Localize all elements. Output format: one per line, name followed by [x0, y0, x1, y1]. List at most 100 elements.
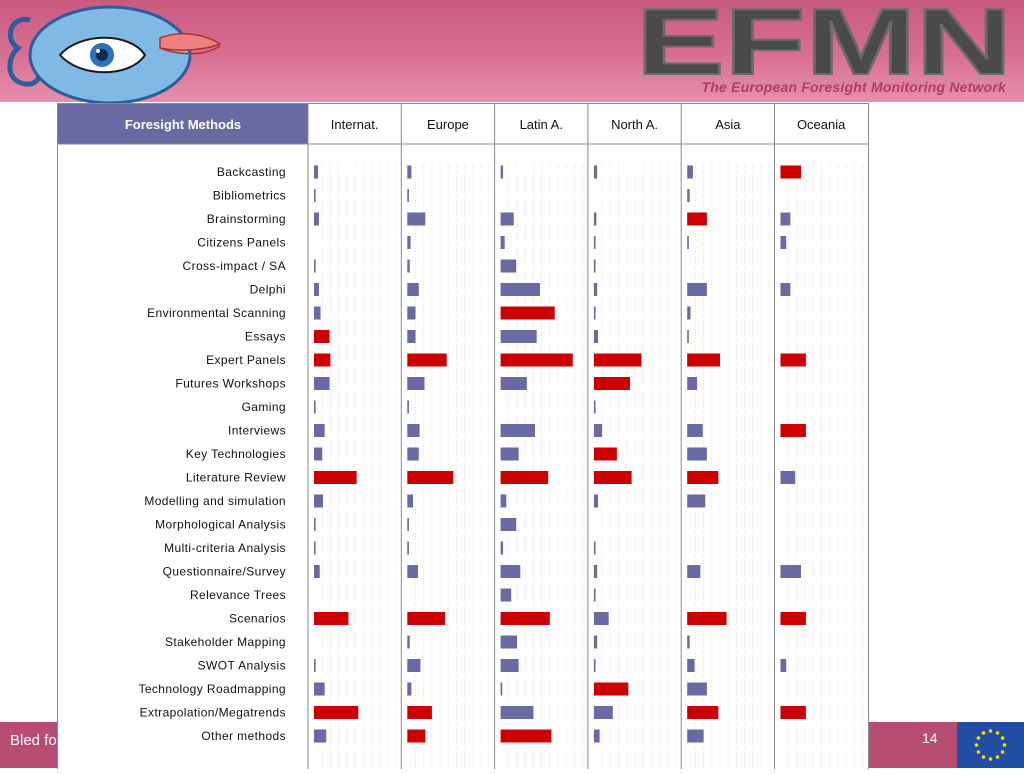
row-label: Gaming [242, 400, 286, 414]
bar [780, 353, 806, 367]
bar [314, 706, 359, 719]
column-header-internat: Internat. [331, 117, 379, 132]
row-label: Delphi [250, 283, 286, 297]
bar [687, 424, 703, 437]
bar [314, 377, 330, 390]
bar [593, 612, 609, 625]
row-label: Scenarios [229, 612, 286, 626]
row-label: Other methods [201, 729, 286, 743]
column-header-latina: Latin A. [520, 117, 563, 132]
bar [314, 682, 325, 696]
bar [687, 659, 695, 672]
tagline: The European Foresight Monitoring Networ… [701, 79, 1006, 95]
row-label: Relevance Trees [190, 588, 286, 602]
bar [500, 541, 504, 555]
bar [687, 729, 704, 743]
bar [407, 400, 409, 414]
bar [780, 283, 791, 296]
row-label: Brainstorming [207, 212, 286, 226]
bar [687, 471, 719, 484]
bar [500, 588, 512, 602]
bar [407, 189, 409, 202]
bar [407, 518, 409, 531]
bar [500, 424, 536, 437]
bar [314, 541, 316, 555]
row-label: Backcasting [217, 165, 286, 179]
bar [407, 659, 421, 672]
bar [407, 682, 412, 696]
bar [314, 494, 324, 508]
bar [407, 306, 416, 320]
bar [314, 471, 357, 484]
bar [407, 612, 446, 625]
bar [314, 729, 327, 743]
row-label: Cross-impact / SA [183, 259, 287, 273]
bar [500, 283, 540, 296]
bar [407, 447, 419, 461]
bar [780, 706, 806, 719]
bar [500, 471, 549, 484]
row-label: Morphological Analysis [155, 518, 286, 532]
bar [407, 471, 454, 484]
bar [780, 165, 801, 179]
bar [593, 635, 598, 649]
row-label: Multi-criteria Analysis [164, 541, 286, 555]
bar [780, 471, 796, 484]
row-label: Literature Review [186, 471, 286, 485]
bar [593, 259, 596, 273]
column-header-europe: Europe [427, 117, 469, 132]
bar [500, 330, 537, 343]
bar [687, 283, 707, 296]
bar [407, 259, 410, 273]
bar [314, 518, 316, 531]
bar [407, 353, 447, 367]
bar [407, 635, 410, 649]
bar [593, 283, 598, 296]
bar [314, 424, 325, 437]
bar [687, 306, 691, 320]
bar [314, 447, 323, 461]
bar [687, 377, 698, 390]
bar [780, 424, 806, 437]
bar [687, 330, 689, 343]
bar [687, 353, 720, 367]
bar [687, 682, 707, 696]
bar [500, 682, 503, 696]
bar [407, 424, 420, 437]
bar [593, 706, 613, 719]
row-label: Questionnaire/Survey [163, 565, 286, 579]
row-label: SWOT Analysis [198, 659, 286, 673]
row-label: Citizens Panels [197, 236, 286, 250]
bar [780, 659, 787, 672]
bar [314, 353, 331, 367]
bar [780, 565, 801, 578]
row-label: Stakeholder Mapping [165, 635, 286, 649]
bar [780, 612, 806, 625]
row-label: Extrapolation/Megatrends [140, 706, 286, 720]
row-label: Essays [245, 330, 286, 344]
bar [687, 236, 689, 249]
bar [314, 659, 316, 672]
bar [593, 659, 596, 672]
bar [407, 541, 409, 555]
bar [500, 212, 514, 226]
bar [593, 447, 617, 461]
row-label: Interviews [228, 424, 286, 438]
chart-svg: Foresight Methods Internat. Europe Latin A.… [58, 104, 868, 769]
bar [500, 306, 555, 320]
bar [593, 565, 598, 578]
fish-mascot-icon [7, 5, 222, 105]
foresight-methods-chart: Foresight Methods Internat. Europe Latin A.… [57, 103, 869, 769]
bar [687, 635, 690, 649]
bar [500, 518, 517, 531]
bar [687, 447, 707, 461]
column-header-asia: Asia [715, 117, 741, 132]
bar [687, 612, 727, 625]
bar [500, 565, 521, 578]
bar [593, 353, 642, 367]
bar [593, 682, 629, 696]
bar [500, 165, 504, 179]
bar [314, 189, 316, 202]
bar [593, 165, 598, 179]
bar [314, 330, 330, 343]
